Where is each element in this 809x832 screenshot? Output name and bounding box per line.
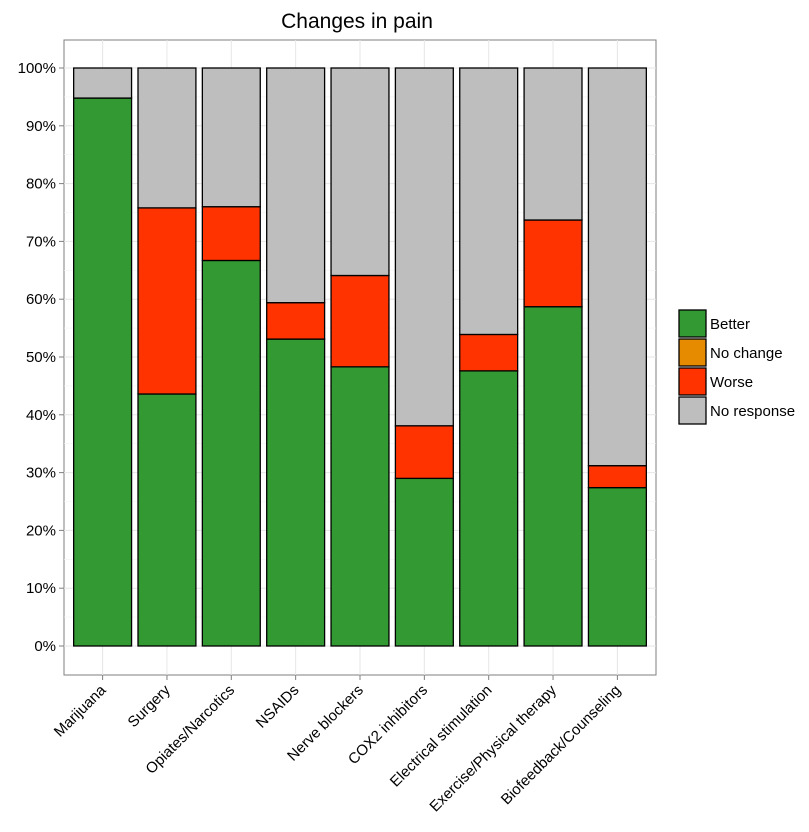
x-tick-label-exercise-physical-therapy: Exercise/Physical therapy bbox=[426, 681, 560, 815]
bar-electrical-stimulation-better bbox=[459, 370, 519, 647]
bar-opiates-narcotics-no-response bbox=[201, 67, 261, 208]
bar-biofeedback-counseling-no-response bbox=[587, 67, 647, 467]
bar-opiates-narcotics-better bbox=[201, 259, 261, 647]
legend-label-worse: Worse bbox=[710, 374, 753, 391]
y-tick-label: 50% bbox=[26, 349, 56, 366]
x-tick-label-nsaids: NSAIDs bbox=[253, 682, 303, 732]
legend-key-better bbox=[678, 309, 707, 338]
x-tick-label-surgery: Surgery bbox=[125, 681, 175, 731]
bars bbox=[73, 67, 647, 647]
bar-opiates-narcotics-worse bbox=[201, 206, 261, 262]
x-tick-label-biofeedback-counseling: Biofeedback/Counseling bbox=[498, 682, 624, 808]
y-tick-label: 80% bbox=[26, 176, 56, 193]
bar-exercise-physical-therapy-no-response bbox=[523, 67, 583, 221]
bar-surgery-better bbox=[137, 393, 197, 647]
legend-key-worse bbox=[678, 367, 707, 396]
bar-nerve-blockers-worse bbox=[330, 274, 390, 368]
bar-cox2-inhibitors-no-response bbox=[394, 67, 454, 427]
bar-nerve-blockers-better bbox=[330, 366, 390, 647]
y-tick-label: 100% bbox=[18, 60, 56, 77]
y-tick-label: 20% bbox=[26, 522, 56, 539]
legend-label-no-response: No response bbox=[710, 403, 795, 420]
bar-cox2-inhibitors-worse bbox=[394, 425, 454, 480]
bar-marijuana-no-response bbox=[73, 67, 133, 99]
bar-exercise-physical-therapy-better bbox=[523, 306, 583, 647]
legend: Better No change Worse No response bbox=[678, 309, 795, 425]
bar-marijuana-better bbox=[73, 97, 133, 647]
bar-biofeedback-counseling-better bbox=[587, 486, 647, 647]
bar-surgery-worse bbox=[137, 207, 197, 395]
bar-nsaids-no-response bbox=[266, 67, 326, 304]
y-tick-label: 30% bbox=[26, 465, 56, 482]
y-tick-label: 10% bbox=[26, 580, 56, 597]
y-tick-label: 0% bbox=[34, 638, 56, 655]
bar-nsaids-worse bbox=[266, 302, 326, 340]
bar-nerve-blockers-no-response bbox=[330, 67, 390, 277]
bar-electrical-stimulation-worse bbox=[459, 333, 519, 372]
y-tick-label: 70% bbox=[26, 233, 56, 250]
y-axis: 0% 10% 20% 30% 40% 50% 60% 70% 80% 90% 100% bbox=[18, 60, 64, 655]
legend-label-no-change: No change bbox=[710, 345, 783, 362]
bar-exercise-physical-therapy-worse bbox=[523, 219, 583, 308]
bar-surgery-no-response bbox=[137, 67, 197, 209]
chart-title: Changes in pain bbox=[281, 10, 433, 33]
bar-biofeedback-counseling-worse bbox=[587, 465, 647, 489]
bar-cox2-inhibitors-better bbox=[394, 477, 454, 647]
legend-key-no-change bbox=[678, 338, 707, 367]
y-tick-label: 40% bbox=[26, 407, 56, 424]
bar-electrical-stimulation-no-response bbox=[459, 67, 519, 336]
x-tick-label-marijuana: Marijuana bbox=[51, 681, 110, 740]
y-tick-label: 60% bbox=[26, 291, 56, 308]
legend-label-better: Better bbox=[710, 316, 750, 333]
bar-nsaids-better bbox=[266, 338, 326, 647]
y-tick-label: 90% bbox=[26, 118, 56, 135]
legend-key-no-response bbox=[678, 396, 707, 425]
